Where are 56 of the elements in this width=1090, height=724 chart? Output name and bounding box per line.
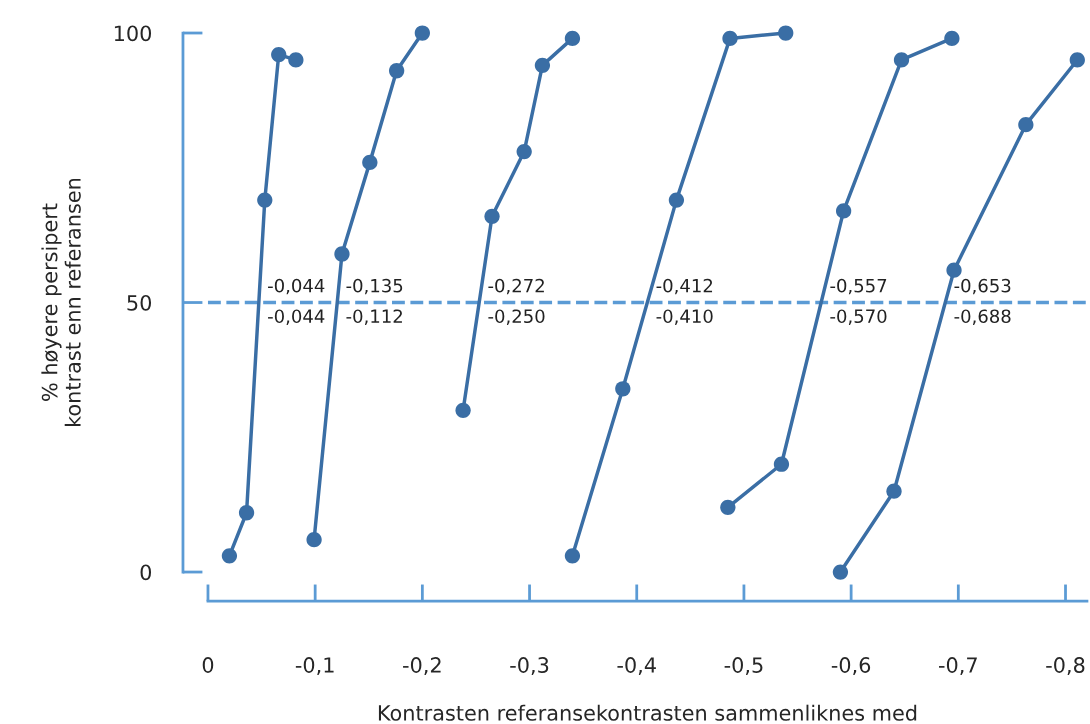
point [615, 381, 631, 397]
x-tick-label: -0,2 [403, 657, 441, 676]
x-tick-label: -0,8 [1046, 657, 1085, 676]
point [722, 30, 738, 47]
point [778, 25, 794, 41]
annotation: -0,688 [954, 309, 1011, 325]
point [484, 208, 500, 224]
x-tick-label: 0 [202, 657, 214, 673]
point [773, 456, 790, 472]
point [516, 143, 532, 160]
x-tick-label: -0,3 [510, 657, 549, 676]
point [257, 192, 273, 208]
annotation: -0,044 [268, 278, 325, 295]
y-tick-label: 50 [127, 294, 152, 311]
point [388, 63, 405, 79]
point [564, 548, 581, 564]
x-tick-label: -0,4 [617, 657, 656, 676]
point [271, 46, 287, 63]
point [944, 30, 960, 47]
point [946, 262, 962, 278]
annotation: -0,557 [830, 278, 887, 295]
annotation: -0,112 [346, 309, 402, 325]
annotation: -0,410 [656, 309, 713, 325]
x-tick-label: -0,1 [295, 657, 334, 676]
annotation: -0,653 [954, 278, 1011, 295]
annotation: -0,570 [830, 309, 887, 325]
point [306, 532, 322, 548]
y-axis-title: % høyere persipert kontrast enn referansen [41, 178, 81, 426]
point [455, 402, 471, 418]
point [668, 192, 685, 208]
annotation: -0,135 [346, 278, 403, 295]
point [720, 499, 736, 515]
point [362, 154, 378, 171]
point [221, 548, 238, 564]
point [334, 246, 350, 262]
point [1069, 52, 1085, 68]
point [835, 203, 852, 219]
annotation: -0,412 [656, 278, 713, 295]
point [288, 52, 304, 68]
point [832, 564, 849, 580]
point [893, 52, 910, 68]
annotation: -0,250 [488, 309, 545, 325]
point [414, 25, 430, 41]
point [238, 505, 255, 521]
x-tick-label: -0,5 [724, 657, 763, 676]
x-axis-title: Kontrasten referansekontrasten sammenliknes med [378, 704, 917, 721]
point [564, 30, 581, 47]
x-tick-label: -0,7 [939, 657, 977, 676]
annotation: -0,044 [268, 309, 325, 325]
y-tick-label: 0 [140, 564, 152, 581]
x-tick-label: -0,6 [831, 657, 871, 676]
point [1018, 117, 1034, 133]
point [886, 483, 902, 499]
annotation: -0,272 [488, 278, 544, 295]
point [534, 57, 551, 73]
y-tick-label: 100 [114, 25, 152, 42]
